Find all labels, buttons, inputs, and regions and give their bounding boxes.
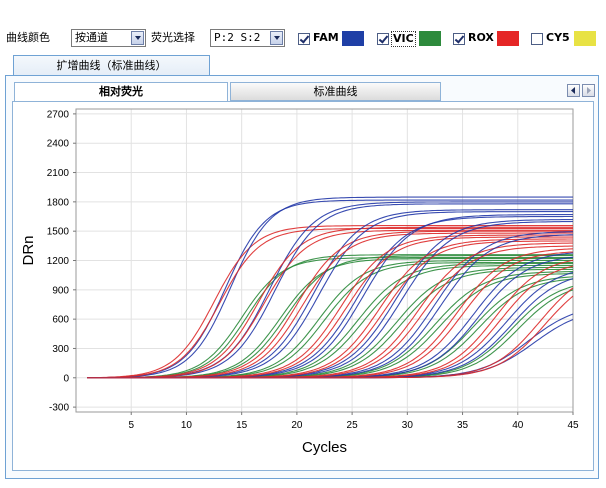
rox-label: ROX — [468, 31, 494, 44]
x-tick-label: 40 — [512, 420, 524, 431]
chevron-right-icon — [587, 87, 591, 94]
cy5-checkbox[interactable] — [531, 33, 543, 45]
curve-color-label: 曲线颜色 — [6, 31, 50, 44]
fluor-select-label: 荧光选择 — [151, 31, 195, 44]
y-tick-label: 600 — [52, 315, 69, 326]
cy5-label: CY5 — [546, 31, 570, 44]
vic-curve — [87, 257, 573, 379]
y-tick-label: -300 — [49, 403, 69, 414]
fam-checkbox[interactable] — [298, 33, 310, 45]
fam-curve — [87, 252, 574, 379]
amplification-chart: -300 0 300 600 900 1200 1500 1800 2100 2400 2700 5 1… — [20, 108, 579, 456]
y-tick-label: 1200 — [47, 256, 70, 267]
tab-scroll-left-button[interactable] — [567, 84, 580, 97]
x-tick-label: 45 — [567, 420, 579, 431]
fam-curve — [87, 271, 574, 379]
fam-label: FAM — [313, 31, 339, 44]
x-tick-label: 20 — [291, 420, 303, 431]
chevron-down-icon[interactable] — [131, 31, 144, 45]
y-tick-label: 2100 — [47, 168, 70, 179]
y-tick-label: 300 — [52, 344, 69, 355]
rox-curve — [87, 227, 573, 379]
x-tick-label: 15 — [236, 420, 248, 431]
vic-curve — [87, 273, 574, 379]
x-tick-label: 30 — [402, 420, 414, 431]
fam-curve — [87, 219, 573, 379]
tab-standard-curve[interactable]: 标准曲线 — [230, 82, 441, 101]
tab-amplification-curve[interactable]: 扩增曲线（标准曲线） — [13, 55, 210, 76]
vic-curve — [87, 271, 573, 379]
fluor-select[interactable]: P:2 S:2 — [210, 29, 285, 47]
cy5-color-swatch[interactable] — [574, 31, 596, 46]
rox-curve — [87, 240, 573, 379]
y-tick-label: 2400 — [47, 139, 70, 150]
curve-color-select[interactable]: 按通道 — [71, 29, 146, 47]
fam-color-swatch[interactable] — [342, 31, 364, 46]
x-tick-label: 10 — [181, 420, 193, 431]
x-tick-label: 25 — [347, 420, 359, 431]
fam-curve — [87, 196, 573, 379]
y-tick-label: 0 — [63, 373, 69, 384]
chevron-left-icon — [571, 87, 575, 94]
curve-color-value: 按通道 — [75, 31, 108, 44]
vic-curve — [87, 289, 574, 379]
rox-curve — [87, 225, 573, 379]
fluor-select-value: P:2 S:2 — [214, 31, 261, 44]
y-tick-label: 1500 — [47, 227, 70, 238]
rox-curve — [87, 229, 573, 379]
rox-color-swatch[interactable] — [497, 31, 519, 46]
vic-checkbox[interactable] — [377, 33, 389, 45]
x-axis-label: Cycles — [302, 439, 347, 456]
fam-curve — [87, 214, 573, 379]
tab-scroll-right-button[interactable] — [582, 84, 595, 97]
vic-color-swatch[interactable] — [419, 31, 441, 46]
rox-checkbox[interactable] — [453, 33, 465, 45]
toolbar: 曲线颜色 按通道 荧光选择 P:2 S:2 FAM VIC ROX CY5 — [0, 0, 606, 48]
chevron-down-icon[interactable] — [270, 31, 283, 45]
y-tick-label: 900 — [52, 285, 69, 296]
y-tick-label: 1800 — [47, 197, 70, 208]
rox-curve — [87, 226, 573, 379]
rox-curve — [87, 295, 574, 379]
x-tick-label: 5 — [128, 420, 134, 431]
fam-curve — [87, 199, 573, 379]
vic-label: VIC — [391, 31, 416, 47]
y-tick-label: 2700 — [47, 109, 70, 120]
tab-relative-fluorescence[interactable]: 相对荧光 — [14, 82, 228, 101]
y-axis-label: DRn — [20, 235, 37, 265]
chart-area: -300 0 300 600 900 1200 1500 1800 2100 2400 2700 5 1… — [12, 101, 594, 471]
x-tick-label: 35 — [457, 420, 469, 431]
fam-curve — [87, 220, 574, 379]
